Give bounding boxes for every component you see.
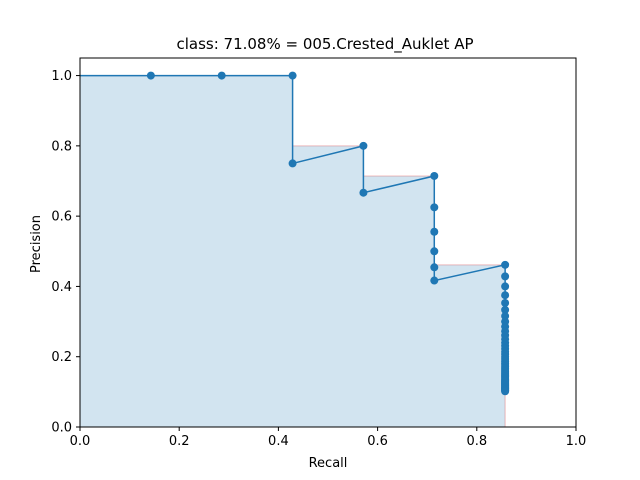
y-tick-label: 0.6: [51, 210, 72, 225]
y-tick-label: 0.4: [51, 280, 72, 295]
data-point: [501, 282, 510, 291]
x-tick-label: 1.0: [566, 434, 587, 449]
y-tick-label: 0.2: [51, 350, 72, 365]
ap-area-fill: [80, 75, 506, 428]
axes: 0.0 0.2 0.4 0.6 0.8 1.0 0.0 0.2 0.4 0.6 0.8 1.0: [51, 57, 587, 449]
data-point: [146, 71, 155, 80]
x-tick-label: 0.6: [367, 434, 388, 449]
data-point: [501, 305, 510, 314]
x-tick-label: 0.4: [268, 434, 289, 449]
y-tick-label: 0.8: [51, 139, 72, 154]
data-point: [501, 272, 510, 281]
data-point: [430, 171, 439, 180]
plot-area: [80, 71, 510, 428]
data-point: [430, 227, 439, 236]
data-point: [217, 71, 226, 80]
x-tick-label: 0.2: [169, 434, 190, 449]
data-point: [501, 291, 510, 300]
axes-frame: [79, 57, 577, 428]
y-axis-label: Precision: [29, 215, 44, 273]
x-axis-label: Recall: [309, 456, 348, 471]
data-point: [501, 260, 510, 269]
data-point: [430, 276, 439, 285]
y-tick-label: 1.0: [51, 69, 72, 84]
data-point: [501, 312, 510, 321]
data-point: [288, 71, 297, 80]
data-point: [501, 298, 510, 307]
x-tick-label: 0.8: [466, 434, 487, 449]
x-tick-label: 0.0: [70, 434, 91, 449]
data-point: [430, 263, 439, 272]
data-point: [359, 188, 368, 197]
data-point: [430, 203, 439, 212]
data-point: [288, 159, 297, 168]
data-point: [359, 141, 368, 150]
data-point: [501, 387, 510, 396]
data-point: [430, 247, 439, 256]
y-tick-label: 0.0: [51, 421, 72, 436]
chart-title: class: 71.08% = 005.Crested_Auklet AP: [176, 35, 473, 54]
